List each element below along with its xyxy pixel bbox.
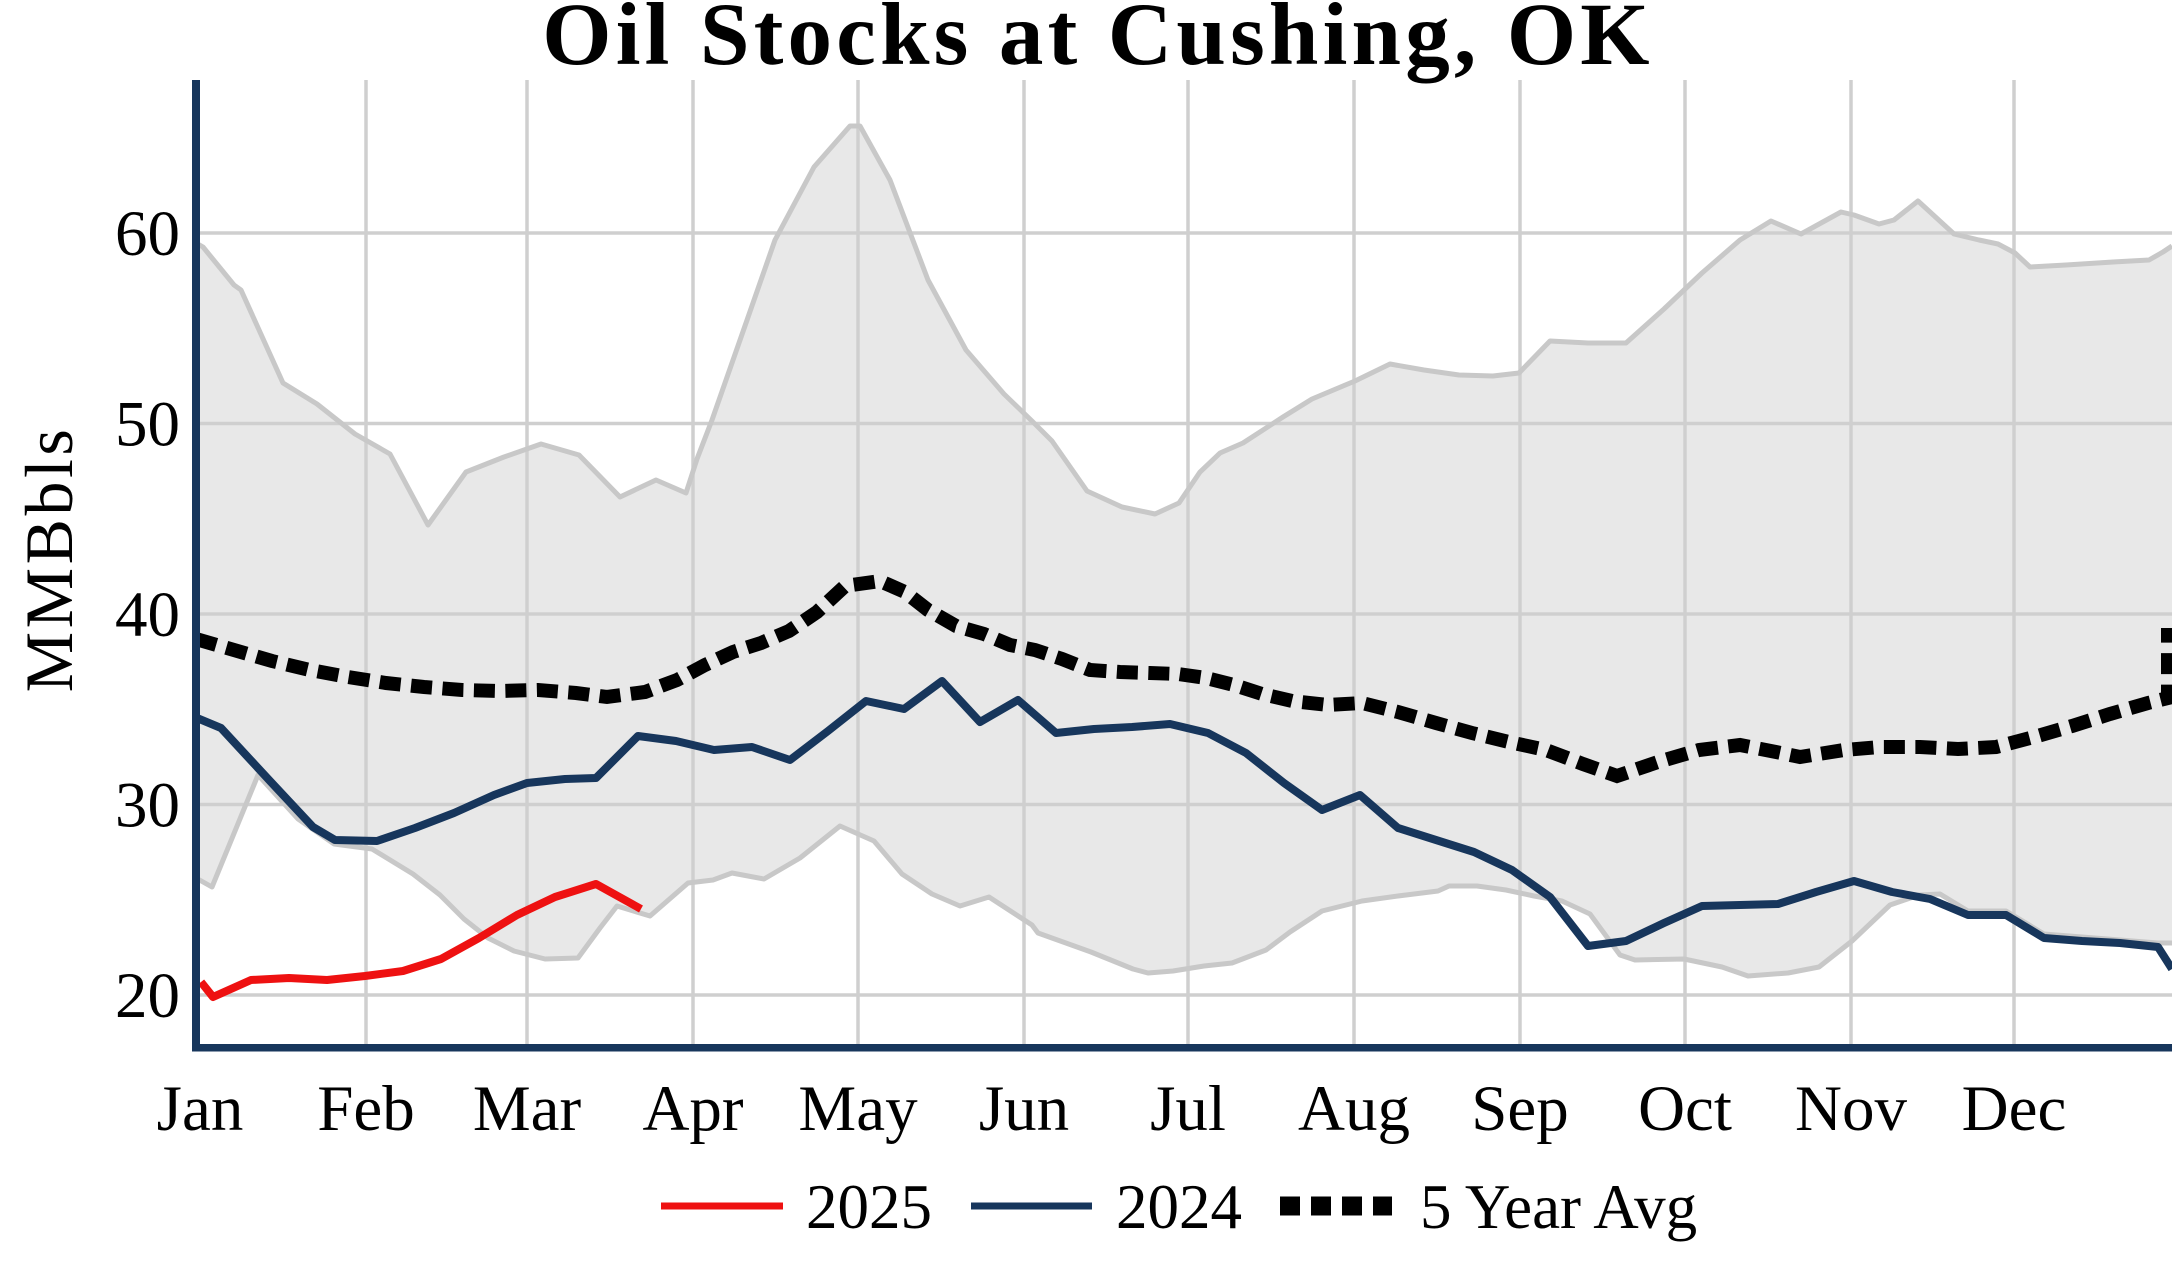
svg-text:Aug: Aug <box>1298 1073 1410 1145</box>
svg-text:30: 30 <box>115 770 180 842</box>
svg-text:Mar: Mar <box>473 1073 582 1145</box>
svg-text:20: 20 <box>115 960 180 1032</box>
svg-text:Oil Stocks at Cushing, OK: Oil Stocks at Cushing, OK <box>542 0 1653 84</box>
svg-text:Sep: Sep <box>1471 1073 1569 1145</box>
svg-text:60: 60 <box>115 198 180 270</box>
svg-text:2024: 2024 <box>1116 1172 1242 1242</box>
svg-text:Apr: Apr <box>642 1073 743 1145</box>
svg-text:Oct: Oct <box>1638 1073 1732 1145</box>
svg-text:Dec: Dec <box>1962 1073 2067 1145</box>
svg-text:Jan: Jan <box>157 1073 244 1145</box>
svg-text:40: 40 <box>115 579 180 651</box>
svg-text:50: 50 <box>115 389 180 461</box>
svg-text:Jun: Jun <box>979 1073 1069 1145</box>
svg-text:2025: 2025 <box>806 1172 932 1242</box>
svg-text:Nov: Nov <box>1795 1073 1907 1145</box>
svg-text:MMBbls: MMBbls <box>11 426 87 693</box>
svg-text:Jul: Jul <box>1150 1073 1226 1145</box>
svg-text:Feb: Feb <box>317 1073 415 1145</box>
svg-text:May: May <box>798 1073 918 1145</box>
svg-text:5 Year Avg: 5 Year Avg <box>1420 1172 1697 1242</box>
